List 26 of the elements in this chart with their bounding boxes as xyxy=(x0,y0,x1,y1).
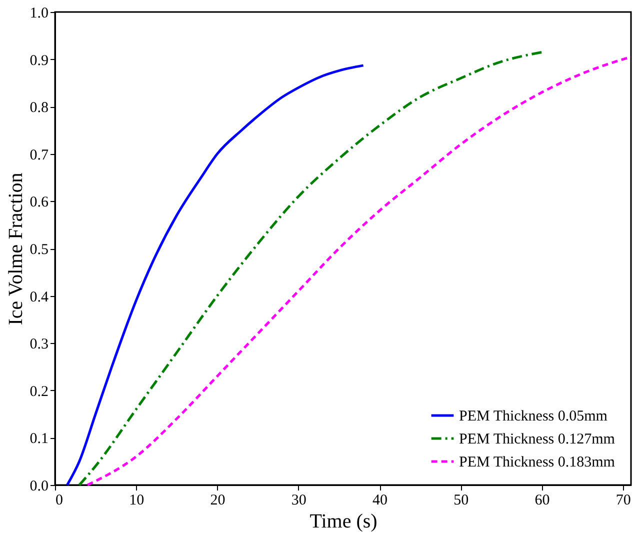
y-tick-label: 0.6 xyxy=(30,194,49,211)
y-tick-label: 0.7 xyxy=(30,147,49,164)
y-tick-label: 0.9 xyxy=(30,52,48,69)
legend-label: PEM Thickness 0.183mm xyxy=(459,454,616,470)
line-series xyxy=(86,56,632,486)
y-tick-label: 0.5 xyxy=(30,242,48,258)
y-tick-label: 0.0 xyxy=(30,478,48,494)
line-series xyxy=(66,64,365,486)
x-tick-label: 40 xyxy=(372,492,388,508)
legend-label: PEM Thickness 0.127mm xyxy=(459,432,616,448)
x-tick-label: 50 xyxy=(454,492,469,508)
x-tick-label: 60 xyxy=(534,492,550,508)
y-tick-label: 0.8 xyxy=(30,100,48,116)
y-tick-label: 0.1 xyxy=(30,431,48,448)
legend-label: PEM Thickness 0.05mm xyxy=(459,408,608,424)
x-tick-label: 0 xyxy=(56,492,63,508)
y-axis-title: Ice Volme Fraction xyxy=(4,172,27,326)
x-tick-label: 30 xyxy=(291,492,306,508)
x-axis-title: Time (s) xyxy=(310,510,378,532)
y-tick-label: 1.0 xyxy=(30,6,48,22)
y-tick-label: 0.4 xyxy=(30,289,49,306)
x-tick-label: 20 xyxy=(210,492,226,508)
x-tick-label: 70 xyxy=(616,492,631,508)
y-tick-label: 0.2 xyxy=(30,384,48,400)
y-tick-label: 0.3 xyxy=(30,336,48,353)
x-tick-label: 10 xyxy=(129,492,144,508)
